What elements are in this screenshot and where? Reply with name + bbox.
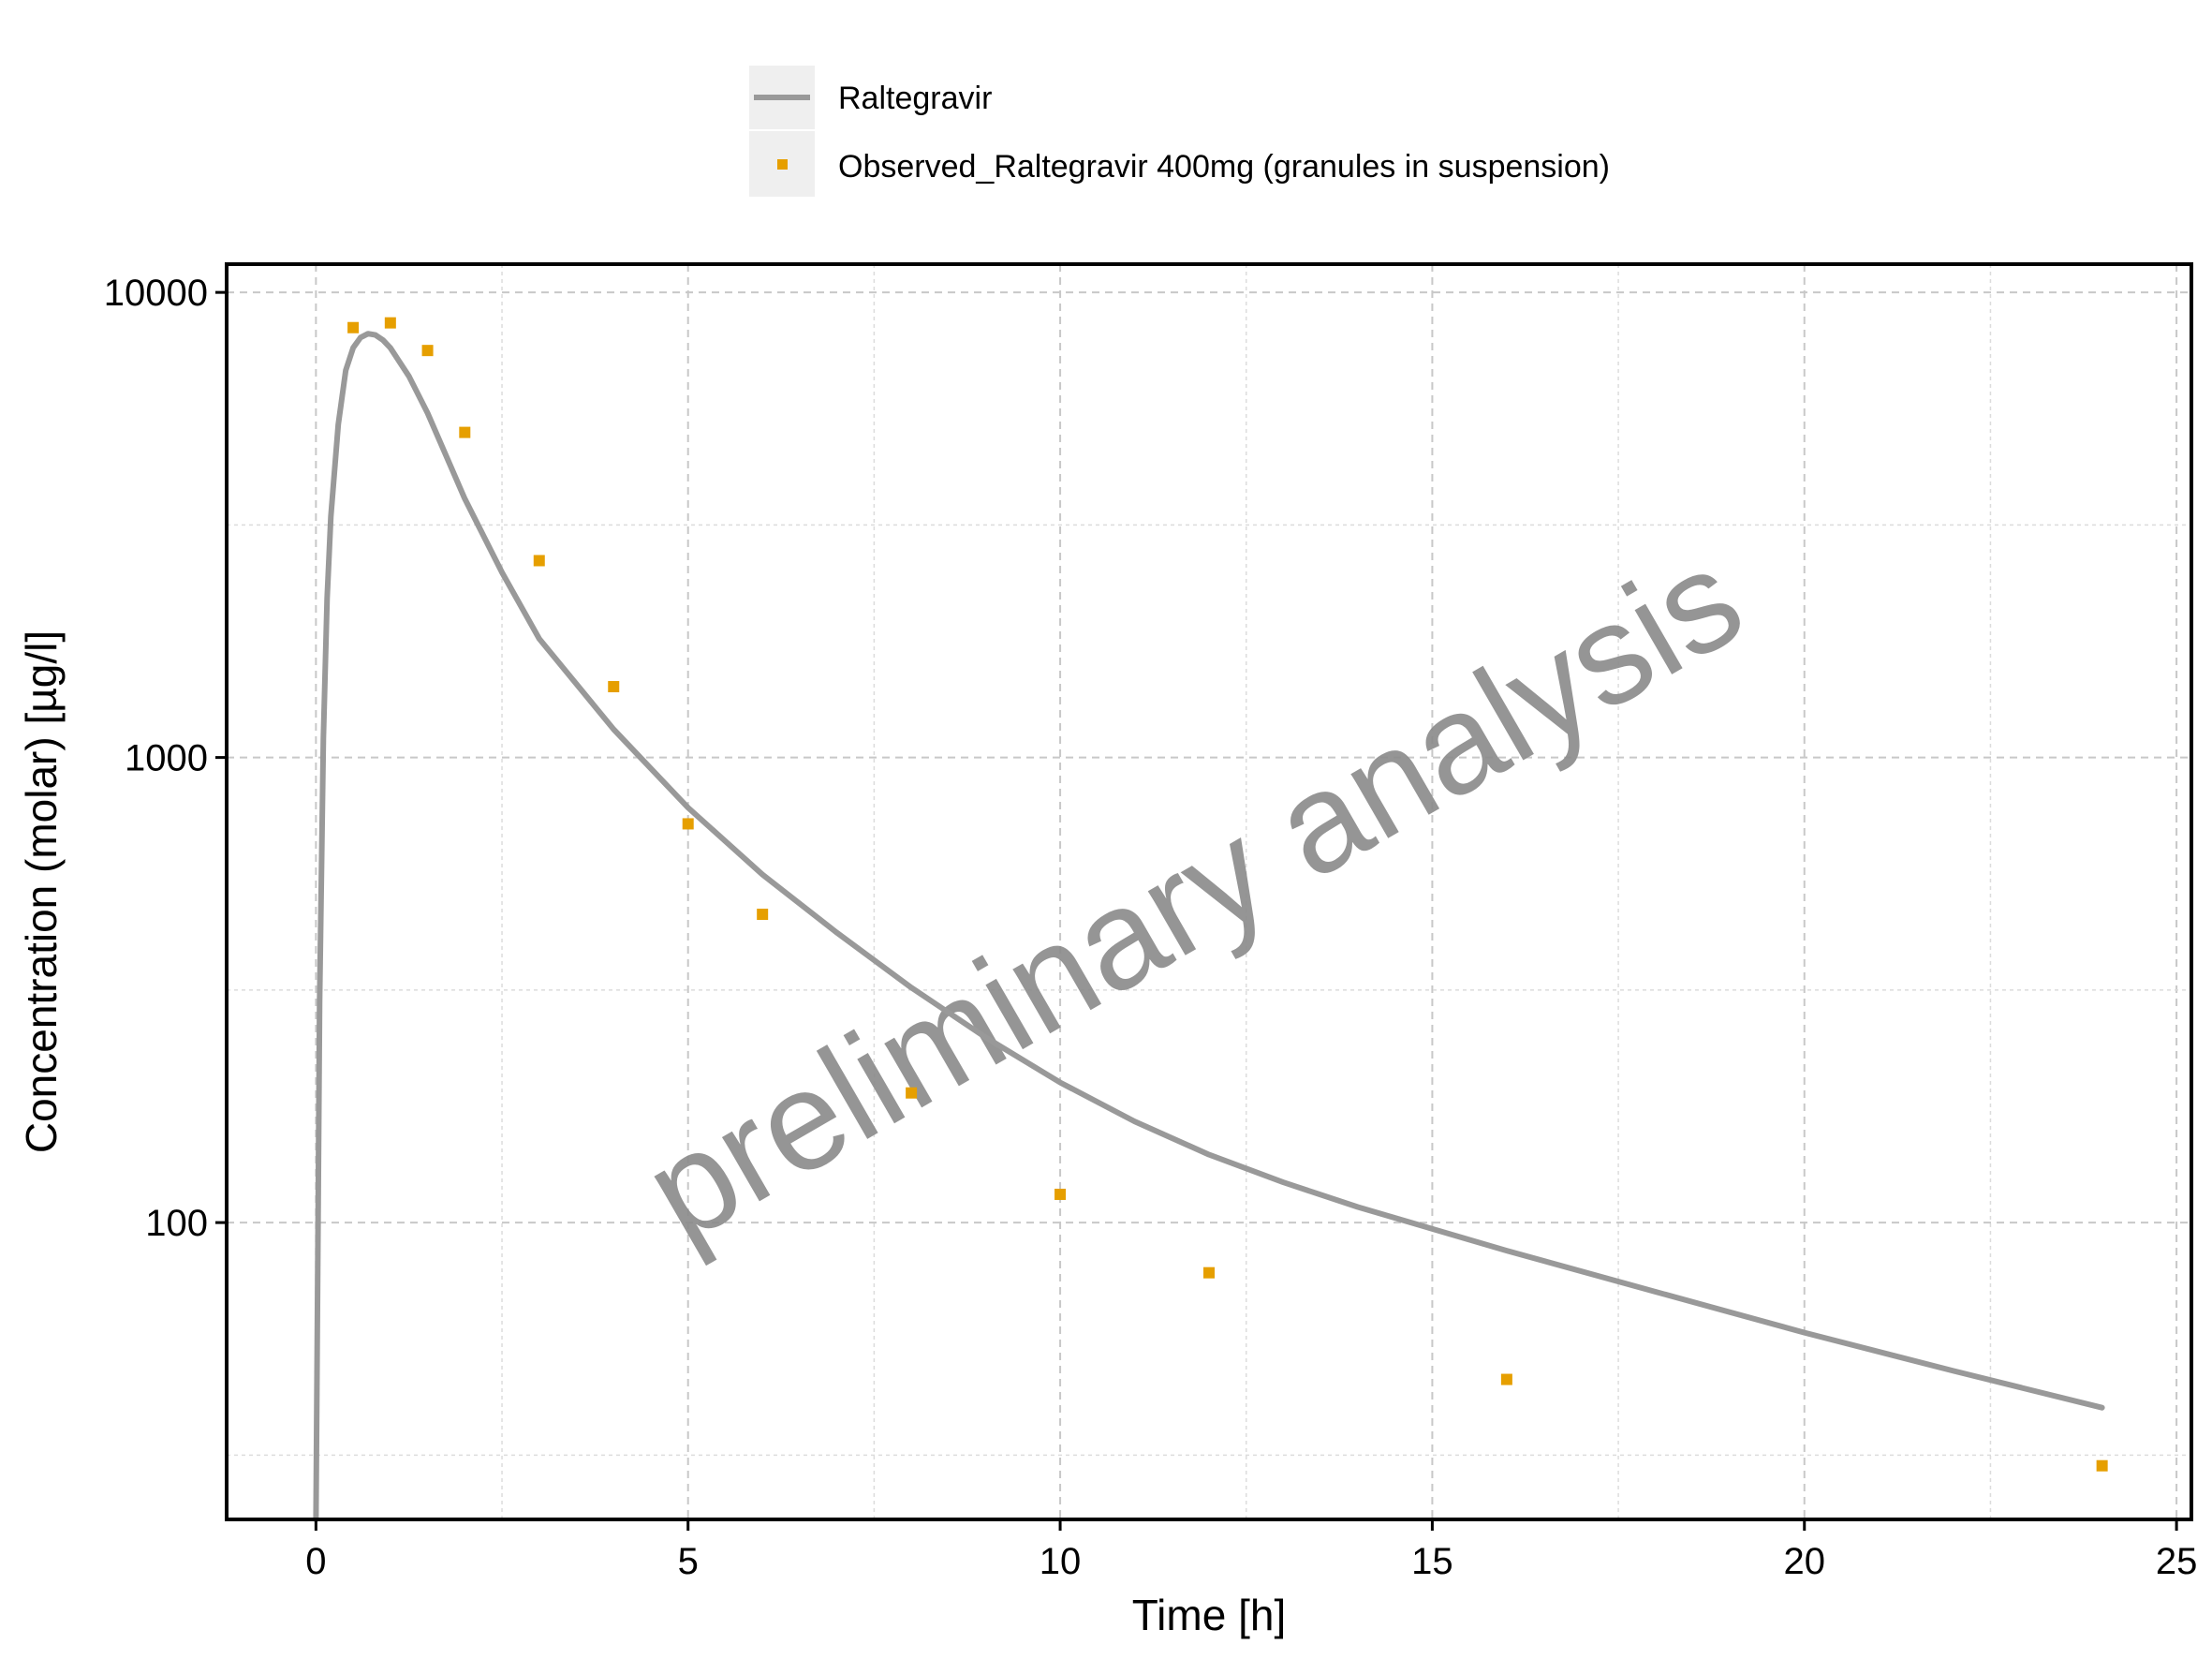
observed-point [608, 681, 620, 693]
plot-frame [225, 262, 2193, 1521]
x-tick-label: 0 [305, 1541, 326, 1582]
observed-point [533, 555, 545, 567]
observed-point [384, 317, 396, 329]
legend-label-observed: Observed_Raltegravir 400mg (granules in … [838, 149, 1610, 185]
series-line-raltegravir [313, 331, 2105, 1522]
legend-label-simulated: Raltegravir [838, 81, 992, 116]
observed-point [421, 345, 434, 357]
observed-point [2096, 1459, 2108, 1472]
observed-point [1500, 1373, 1512, 1385]
y-axis-title: Concentration (molar) [µg/l] [17, 630, 66, 1153]
observed-point [459, 426, 471, 438]
x-axis-title: Time [h] [1132, 1591, 1286, 1639]
x-axis: 0 5 10 15 20 25 [305, 1519, 2197, 1582]
observed-point [347, 321, 360, 333]
series-layer [313, 317, 2108, 1522]
observed-point [1054, 1188, 1067, 1200]
x-tick-label: 20 [1784, 1541, 1826, 1582]
legend-key-point [777, 159, 788, 170]
legend: Raltegravir Observed_Raltegravir 400mg (… [749, 66, 1610, 197]
observed-point [1203, 1266, 1215, 1279]
grid [227, 264, 2191, 1519]
x-tick-label: 5 [678, 1541, 699, 1582]
x-tick-label: 15 [1411, 1541, 1453, 1582]
y-axis: 100 1000 10000 [104, 273, 227, 1244]
observed-point [682, 818, 694, 830]
x-tick-label: 10 [1040, 1541, 1082, 1582]
y-tick-label: 100 [145, 1203, 208, 1244]
x-tick-label: 25 [2156, 1541, 2198, 1582]
y-tick-label: 10000 [104, 273, 208, 314]
observed-point [906, 1087, 918, 1099]
observed-point [757, 909, 769, 921]
y-tick-label: 1000 [125, 738, 208, 779]
